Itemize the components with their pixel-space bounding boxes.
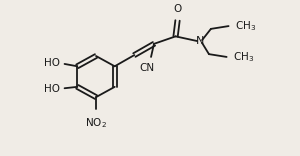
- Text: O: O: [173, 4, 182, 14]
- Text: CN: CN: [140, 63, 155, 73]
- Text: CH$_3$: CH$_3$: [236, 19, 257, 33]
- Text: HO: HO: [44, 58, 60, 68]
- Text: HO: HO: [44, 84, 60, 94]
- Text: NO$_2$: NO$_2$: [85, 116, 107, 130]
- Text: CH$_3$: CH$_3$: [233, 50, 255, 64]
- Text: N: N: [196, 36, 204, 46]
